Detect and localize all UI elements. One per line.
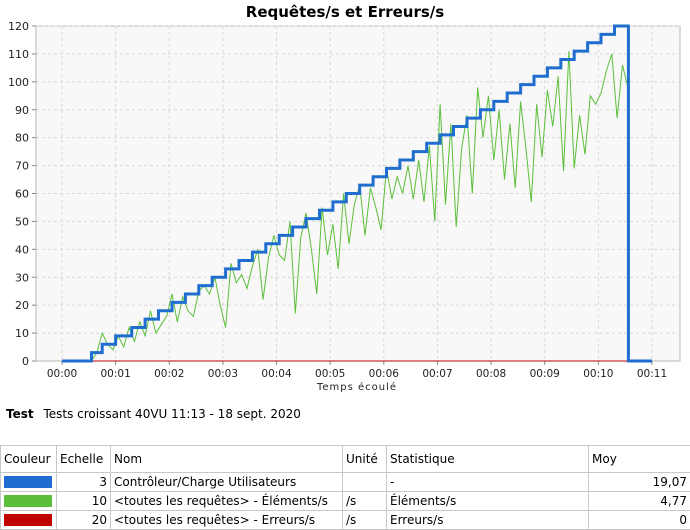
y-tick-label: 10 bbox=[15, 327, 29, 340]
legend-unit: /s bbox=[343, 511, 387, 530]
y-tick-label: 40 bbox=[15, 243, 29, 256]
y-tick-label: 60 bbox=[15, 188, 29, 201]
x-tick-label: 00:03 bbox=[208, 368, 238, 380]
legend-header-row: Couleur Echelle Nom Unité Statistique Mo… bbox=[1, 446, 690, 473]
test-info: Test Tests croissant 40VU 11:13 - 18 sep… bbox=[6, 407, 301, 421]
legend-name: Contrôleur/Charge Utilisateurs bbox=[111, 473, 343, 492]
legend-unit bbox=[343, 473, 387, 492]
x-tick-label: 00:06 bbox=[369, 368, 400, 380]
y-tick-label: 0 bbox=[22, 355, 29, 368]
legend-statistic: - bbox=[387, 473, 589, 492]
x-tick-label: 00:00 bbox=[47, 368, 77, 380]
legend-name: <toutes les requêtes> - Éléments/s bbox=[111, 492, 343, 511]
x-axis-label: Temps écoulé bbox=[316, 381, 397, 393]
chart-plot: 0 10 20 30 40 50 60 70 80 90 100 110 120 00:00 00:01 00… bbox=[0, 0, 690, 400]
y-tick-label: 110 bbox=[8, 48, 29, 61]
x-tick-label: 00:05 bbox=[315, 368, 345, 380]
legend-avg: 0 bbox=[589, 511, 690, 530]
header-color[interactable]: Couleur bbox=[1, 446, 57, 473]
legend-scale: 3 bbox=[57, 473, 111, 492]
header-statistic[interactable]: Statistique bbox=[387, 446, 589, 473]
legend-color-swatch bbox=[4, 476, 52, 488]
y-tick-label: 20 bbox=[15, 299, 29, 312]
legend-avg: 19,07 bbox=[589, 473, 690, 492]
y-tick-label: 120 bbox=[8, 20, 29, 33]
header-avg[interactable]: Moy bbox=[589, 446, 690, 473]
x-tick-label: 00:07 bbox=[422, 368, 452, 380]
legend-name: <toutes les requêtes> - Erreurs/s bbox=[111, 511, 343, 530]
legend-statistic: Éléments/s bbox=[387, 492, 589, 511]
legend-scale: 20 bbox=[57, 511, 111, 530]
legend-scale: 10 bbox=[57, 492, 111, 511]
x-tick-label: 00:04 bbox=[261, 368, 292, 380]
test-label: Test bbox=[6, 407, 34, 421]
legend-color-cell bbox=[1, 473, 57, 492]
y-tick-label: 70 bbox=[15, 160, 29, 173]
legend-statistic: Erreurs/s bbox=[387, 511, 589, 530]
legend-color-cell bbox=[1, 492, 57, 511]
x-tick-label: 00:09 bbox=[530, 368, 560, 380]
header-name[interactable]: Nom bbox=[111, 446, 343, 473]
header-unit[interactable]: Unité bbox=[343, 446, 387, 473]
test-description: Tests croissant 40VU 11:13 - 18 sept. 20… bbox=[43, 407, 300, 421]
header-scale[interactable]: Echelle bbox=[57, 446, 111, 473]
legend-unit: /s bbox=[343, 492, 387, 511]
legend-table: Couleur Echelle Nom Unité Statistique Mo… bbox=[0, 445, 690, 530]
x-tick-label: 00:11 bbox=[637, 368, 667, 380]
legend-avg: 4,77 bbox=[589, 492, 690, 511]
y-tick-label: 30 bbox=[15, 271, 29, 284]
y-tick-label: 90 bbox=[15, 104, 29, 117]
y-tick-label: 100 bbox=[8, 76, 29, 89]
x-tick-label: 00:10 bbox=[583, 368, 613, 380]
x-tick-label: 00:08 bbox=[476, 368, 506, 380]
y-tick-label: 50 bbox=[15, 215, 29, 228]
legend-color-swatch bbox=[4, 514, 52, 526]
x-tick-label: 00:02 bbox=[154, 368, 184, 380]
x-tick-label: 00:01 bbox=[101, 368, 131, 380]
legend-color-cell bbox=[1, 511, 57, 530]
y-tick-label: 80 bbox=[15, 132, 29, 145]
legend-color-swatch bbox=[4, 495, 52, 507]
